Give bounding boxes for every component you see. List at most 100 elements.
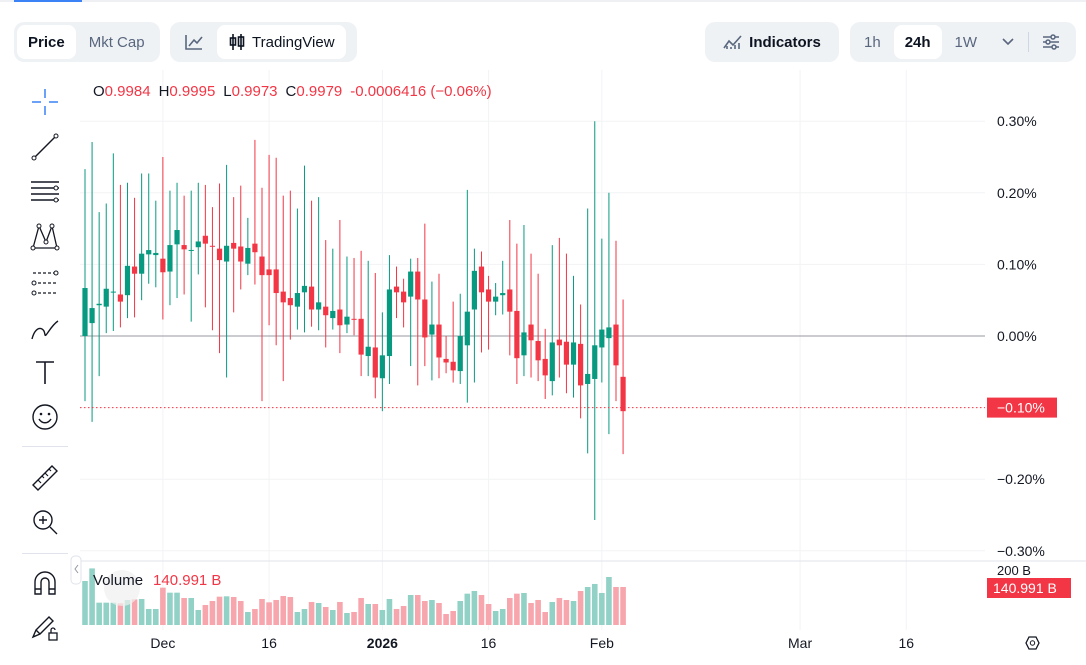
volume-bar <box>584 586 591 625</box>
ruler-icon[interactable] <box>30 463 60 493</box>
projection-icon[interactable] <box>30 268 60 298</box>
candle-body <box>450 361 456 371</box>
candle-body <box>273 269 279 294</box>
time-tick: Feb <box>590 635 614 651</box>
volume-bar <box>464 593 471 625</box>
price-tick: 0.00% <box>997 328 1037 344</box>
time-tick: 16 <box>481 635 497 651</box>
candle-body <box>457 336 463 372</box>
interval-dropdown[interactable] <box>990 25 1026 59</box>
divider <box>1028 32 1030 52</box>
volume-bar <box>613 586 619 625</box>
volume-bar <box>443 614 449 625</box>
indicators-icon <box>723 35 742 49</box>
volume-bar <box>181 597 187 625</box>
volume-bar <box>457 600 464 625</box>
interval-1h[interactable]: 1h <box>864 33 881 51</box>
candle-body <box>351 318 357 320</box>
candle-body <box>379 355 385 379</box>
volume-bar <box>358 597 364 625</box>
volume-label: Volume <box>93 572 144 589</box>
interval-1w[interactable]: 1W <box>954 33 978 51</box>
horizontal-lines-icon[interactable] <box>30 176 60 206</box>
candle-body <box>301 285 308 293</box>
candle-body <box>103 288 109 307</box>
lock-drawing-icon[interactable] <box>30 613 60 643</box>
candle-body <box>415 271 421 300</box>
volume-bar <box>521 592 527 625</box>
tradingview-button[interactable]: TradingView <box>217 25 346 59</box>
axis-settings-icon <box>1025 636 1040 650</box>
volume-bar <box>301 608 308 625</box>
volume-bar <box>379 609 386 625</box>
volume-bar <box>308 601 315 625</box>
volume-bar <box>542 612 548 625</box>
volume-axis-label: 200 B <box>997 563 1031 578</box>
top-tab-underline <box>0 0 1086 2</box>
candle-body <box>542 358 548 376</box>
line-chart-button[interactable] <box>173 25 215 59</box>
candle-body <box>89 308 95 324</box>
zoom-in-icon[interactable] <box>30 507 60 537</box>
emoji-icon[interactable] <box>30 402 60 432</box>
candle-body <box>599 329 605 348</box>
volume-bar <box>393 608 400 625</box>
indicators-button[interactable]: Indicators <box>705 22 839 62</box>
volume-bar <box>103 602 110 625</box>
candle-body <box>280 291 286 303</box>
candle-body <box>528 324 534 341</box>
volume-bar <box>514 593 520 625</box>
volume-bar <box>599 592 605 625</box>
candle-body <box>146 250 152 255</box>
volume-bar <box>280 595 287 625</box>
chart-settings-button[interactable] <box>1031 25 1071 59</box>
candle-body <box>131 266 138 274</box>
candle-body <box>153 252 159 256</box>
volume-bar <box>273 599 279 625</box>
interval-24h[interactable]: 24h <box>893 25 942 59</box>
volume-bar <box>570 600 577 625</box>
volume-bar <box>535 599 541 625</box>
volume-bar <box>153 608 159 625</box>
candle-body <box>443 358 449 363</box>
price-tab[interactable]: Price <box>17 25 76 59</box>
candle-body <box>507 289 513 312</box>
tradingview-logo <box>104 570 140 606</box>
volume-bar <box>252 608 258 625</box>
volume-bar <box>577 590 584 625</box>
text-icon[interactable] <box>30 357 60 387</box>
mkt-cap-tab[interactable]: Mkt Cap <box>88 33 145 51</box>
magnet-icon[interactable] <box>30 568 60 598</box>
volume-bar <box>117 603 124 625</box>
candle-body <box>167 245 173 272</box>
volume-bar <box>322 606 329 625</box>
candle-body <box>245 247 251 264</box>
candle-body <box>181 245 187 250</box>
pattern-icon[interactable] <box>30 222 60 252</box>
toolbar-divider <box>22 446 68 447</box>
candle-body <box>96 303 102 306</box>
volume-bar <box>485 604 492 625</box>
candle-body <box>606 327 612 339</box>
candle-body <box>110 291 116 293</box>
candle-body <box>471 270 477 310</box>
volume-bar <box>414 595 421 625</box>
candle-body <box>188 249 194 251</box>
candle-body <box>344 316 350 325</box>
trend-line-icon[interactable] <box>30 132 60 162</box>
volume-bar <box>351 612 357 625</box>
volume-bar <box>372 604 379 625</box>
high-label: H <box>158 83 170 100</box>
volume-value-badge-text: 140.991 B <box>993 580 1057 596</box>
volume-bar <box>110 602 117 625</box>
volume-bar <box>160 587 166 625</box>
brush-icon[interactable] <box>30 313 60 343</box>
candle-body <box>521 332 527 356</box>
volume-bar <box>556 597 563 625</box>
candle-body <box>294 293 300 307</box>
toolbar-divider <box>22 553 68 554</box>
candle-body <box>323 306 329 316</box>
price-tick: 0.20% <box>997 185 1037 201</box>
crosshair-icon[interactable] <box>30 87 60 117</box>
